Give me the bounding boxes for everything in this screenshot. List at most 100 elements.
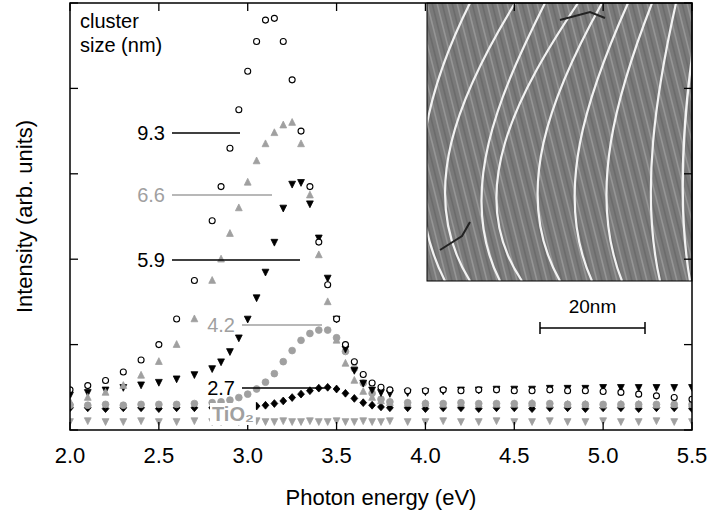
data-point bbox=[475, 400, 482, 407]
data-point bbox=[120, 402, 127, 409]
data-point bbox=[298, 419, 305, 426]
data-point bbox=[218, 359, 225, 366]
data-point bbox=[138, 371, 145, 378]
data-point bbox=[476, 387, 482, 393]
data-point bbox=[271, 239, 278, 246]
series bbox=[70, 418, 692, 426]
data-point bbox=[209, 218, 215, 224]
data-point bbox=[493, 400, 500, 407]
data-point bbox=[103, 377, 109, 383]
data-point bbox=[635, 401, 642, 408]
data-point bbox=[235, 204, 242, 211]
data-point bbox=[307, 191, 314, 198]
data-point bbox=[635, 385, 642, 392]
inset-texture bbox=[672, 3, 692, 281]
data-point bbox=[324, 419, 331, 426]
data-point bbox=[351, 359, 357, 365]
x-tick-label: 3.5 bbox=[321, 443, 352, 468]
data-point bbox=[289, 181, 296, 188]
x-tick bbox=[158, 422, 159, 430]
data-point bbox=[84, 394, 91, 401]
data-point bbox=[156, 342, 162, 348]
leader-line bbox=[242, 387, 330, 389]
data-point bbox=[218, 255, 225, 262]
data-layer bbox=[70, 15, 692, 425]
data-point bbox=[494, 387, 500, 393]
data-point bbox=[653, 385, 660, 392]
series-label: 4.2 bbox=[207, 314, 235, 336]
data-point bbox=[298, 128, 304, 134]
data-point bbox=[547, 387, 553, 393]
inset-border bbox=[427, 3, 692, 281]
data-point bbox=[671, 419, 678, 426]
data-point bbox=[582, 400, 589, 407]
data-point bbox=[546, 400, 553, 407]
legend-title-line: size (nm) bbox=[80, 34, 162, 56]
data-point bbox=[120, 419, 127, 426]
x-tick bbox=[336, 3, 337, 11]
data-point bbox=[582, 401, 589, 408]
data-point bbox=[405, 388, 411, 394]
inset-texture bbox=[637, 3, 692, 281]
y-tick bbox=[684, 88, 692, 89]
data-point bbox=[280, 205, 287, 212]
data-point bbox=[493, 400, 500, 407]
data-point bbox=[386, 398, 393, 405]
data-point bbox=[458, 399, 465, 406]
data-point bbox=[84, 418, 91, 425]
inset-texture bbox=[647, 3, 692, 281]
data-point bbox=[378, 419, 385, 426]
y-tick bbox=[70, 2, 78, 3]
x-tick-label: 2.5 bbox=[144, 443, 175, 468]
data-point bbox=[262, 269, 269, 276]
data-point bbox=[262, 140, 269, 147]
inset-step bbox=[481, 3, 545, 281]
data-point bbox=[173, 419, 180, 426]
inset-step bbox=[651, 3, 676, 281]
leader-line bbox=[172, 132, 240, 134]
data-point bbox=[529, 419, 536, 426]
data-point bbox=[173, 376, 180, 383]
data-point bbox=[227, 349, 234, 356]
data-point bbox=[618, 419, 625, 426]
data-point bbox=[289, 77, 295, 83]
x-tick-label: 4.0 bbox=[410, 443, 441, 468]
leader-line bbox=[242, 324, 322, 326]
y-tick bbox=[70, 429, 78, 430]
data-point bbox=[280, 121, 287, 128]
data-point bbox=[138, 418, 145, 425]
data-point bbox=[378, 403, 385, 411]
leader-line bbox=[172, 259, 300, 261]
data-point bbox=[600, 401, 607, 408]
data-point bbox=[635, 400, 642, 407]
data-point bbox=[138, 357, 144, 363]
data-point bbox=[671, 401, 678, 408]
data-point bbox=[85, 383, 91, 389]
data-point bbox=[289, 419, 296, 426]
data-point bbox=[298, 337, 305, 344]
inset-step bbox=[683, 3, 692, 281]
leader-line bbox=[172, 194, 272, 196]
data-point bbox=[351, 376, 358, 383]
x-tick-label: 2.0 bbox=[55, 443, 86, 468]
inset-texture bbox=[682, 3, 692, 281]
data-point bbox=[342, 419, 349, 426]
data-point bbox=[369, 394, 376, 401]
y-tick bbox=[684, 429, 692, 430]
data-point bbox=[582, 419, 589, 426]
data-point bbox=[102, 401, 109, 408]
data-point bbox=[635, 419, 642, 426]
data-point bbox=[174, 316, 180, 322]
series bbox=[70, 15, 692, 402]
inset-crack bbox=[560, 12, 605, 20]
data-point bbox=[618, 400, 625, 407]
x-tick bbox=[69, 422, 70, 430]
y-tick bbox=[70, 173, 78, 174]
legend-title-line: cluster bbox=[80, 10, 139, 32]
data-point bbox=[280, 397, 287, 405]
data-point bbox=[289, 347, 296, 354]
data-point bbox=[315, 419, 322, 426]
x-tick bbox=[158, 3, 159, 11]
data-point bbox=[271, 15, 277, 21]
data-point bbox=[565, 388, 571, 394]
